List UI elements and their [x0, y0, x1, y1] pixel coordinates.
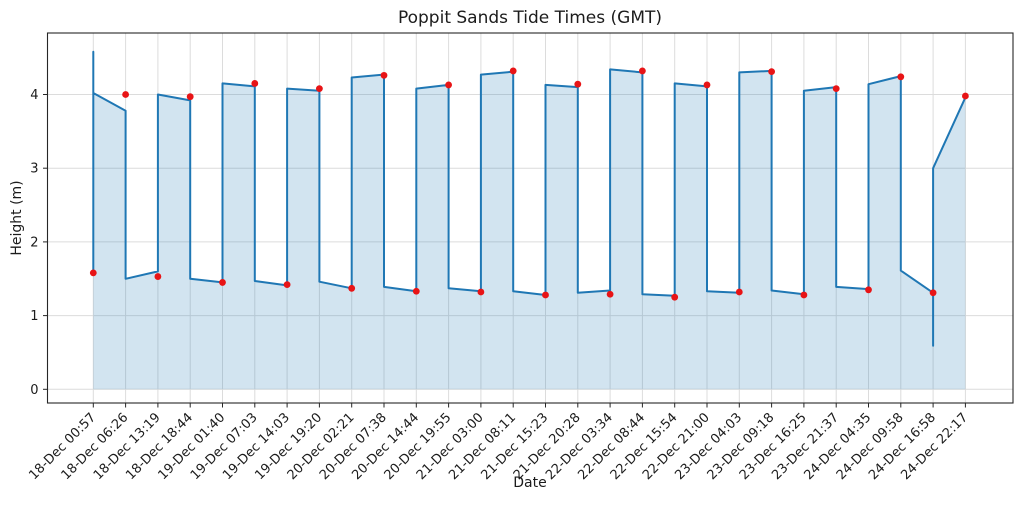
- tide-event-marker: [445, 81, 452, 89]
- tide-event-marker: [186, 93, 194, 101]
- tide-event-marker: [703, 81, 711, 89]
- y-tick-label: 1: [30, 309, 38, 324]
- tide-curve-line: [92, 50, 967, 347]
- tide-event-marker: [897, 73, 905, 81]
- tide-event-marker: [251, 80, 259, 87]
- y-axis-label: Height (m): [9, 180, 25, 256]
- tide-event-marker: [768, 68, 775, 76]
- y-tick-label: 3: [30, 162, 38, 177]
- tide-event-marker: [542, 291, 549, 299]
- tide-event-marker: [962, 92, 969, 100]
- tide-event-marker: [412, 287, 420, 295]
- tide-event-marker: [348, 284, 356, 292]
- axes-box: [46, 32, 1014, 404]
- y-tick-label: 0: [30, 383, 38, 398]
- tide-event-marker: [735, 288, 743, 296]
- tide-event-marker: [380, 71, 388, 79]
- tide-event-marker: [122, 91, 129, 98]
- tide-event-marker: [509, 67, 517, 75]
- tide-event-marker: [671, 293, 679, 301]
- tide-event-marker: [316, 85, 323, 93]
- tide-event-marker: [639, 67, 646, 75]
- chart-title: Poppit Sands Tide Times (GMT): [397, 8, 663, 28]
- tide-event-marker: [477, 288, 485, 296]
- tide-event-marker: [832, 85, 840, 93]
- y-tick-label: 4: [30, 88, 38, 103]
- tide-event-marker: [606, 290, 614, 298]
- tide-event-marker: [865, 286, 872, 294]
- tide-event-marker: [154, 273, 162, 280]
- tide-area-fill: [93, 51, 966, 390]
- tide-event-marker: [574, 80, 582, 88]
- tide-event-marker: [800, 291, 808, 299]
- tide-event-marker: [89, 269, 97, 277]
- y-tick-label: 2: [30, 235, 38, 250]
- tide-event-marker: [929, 289, 937, 297]
- tide-event-marker: [219, 279, 226, 286]
- tide-event-marker: [283, 281, 291, 289]
- x-axis-label: Date: [513, 475, 547, 491]
